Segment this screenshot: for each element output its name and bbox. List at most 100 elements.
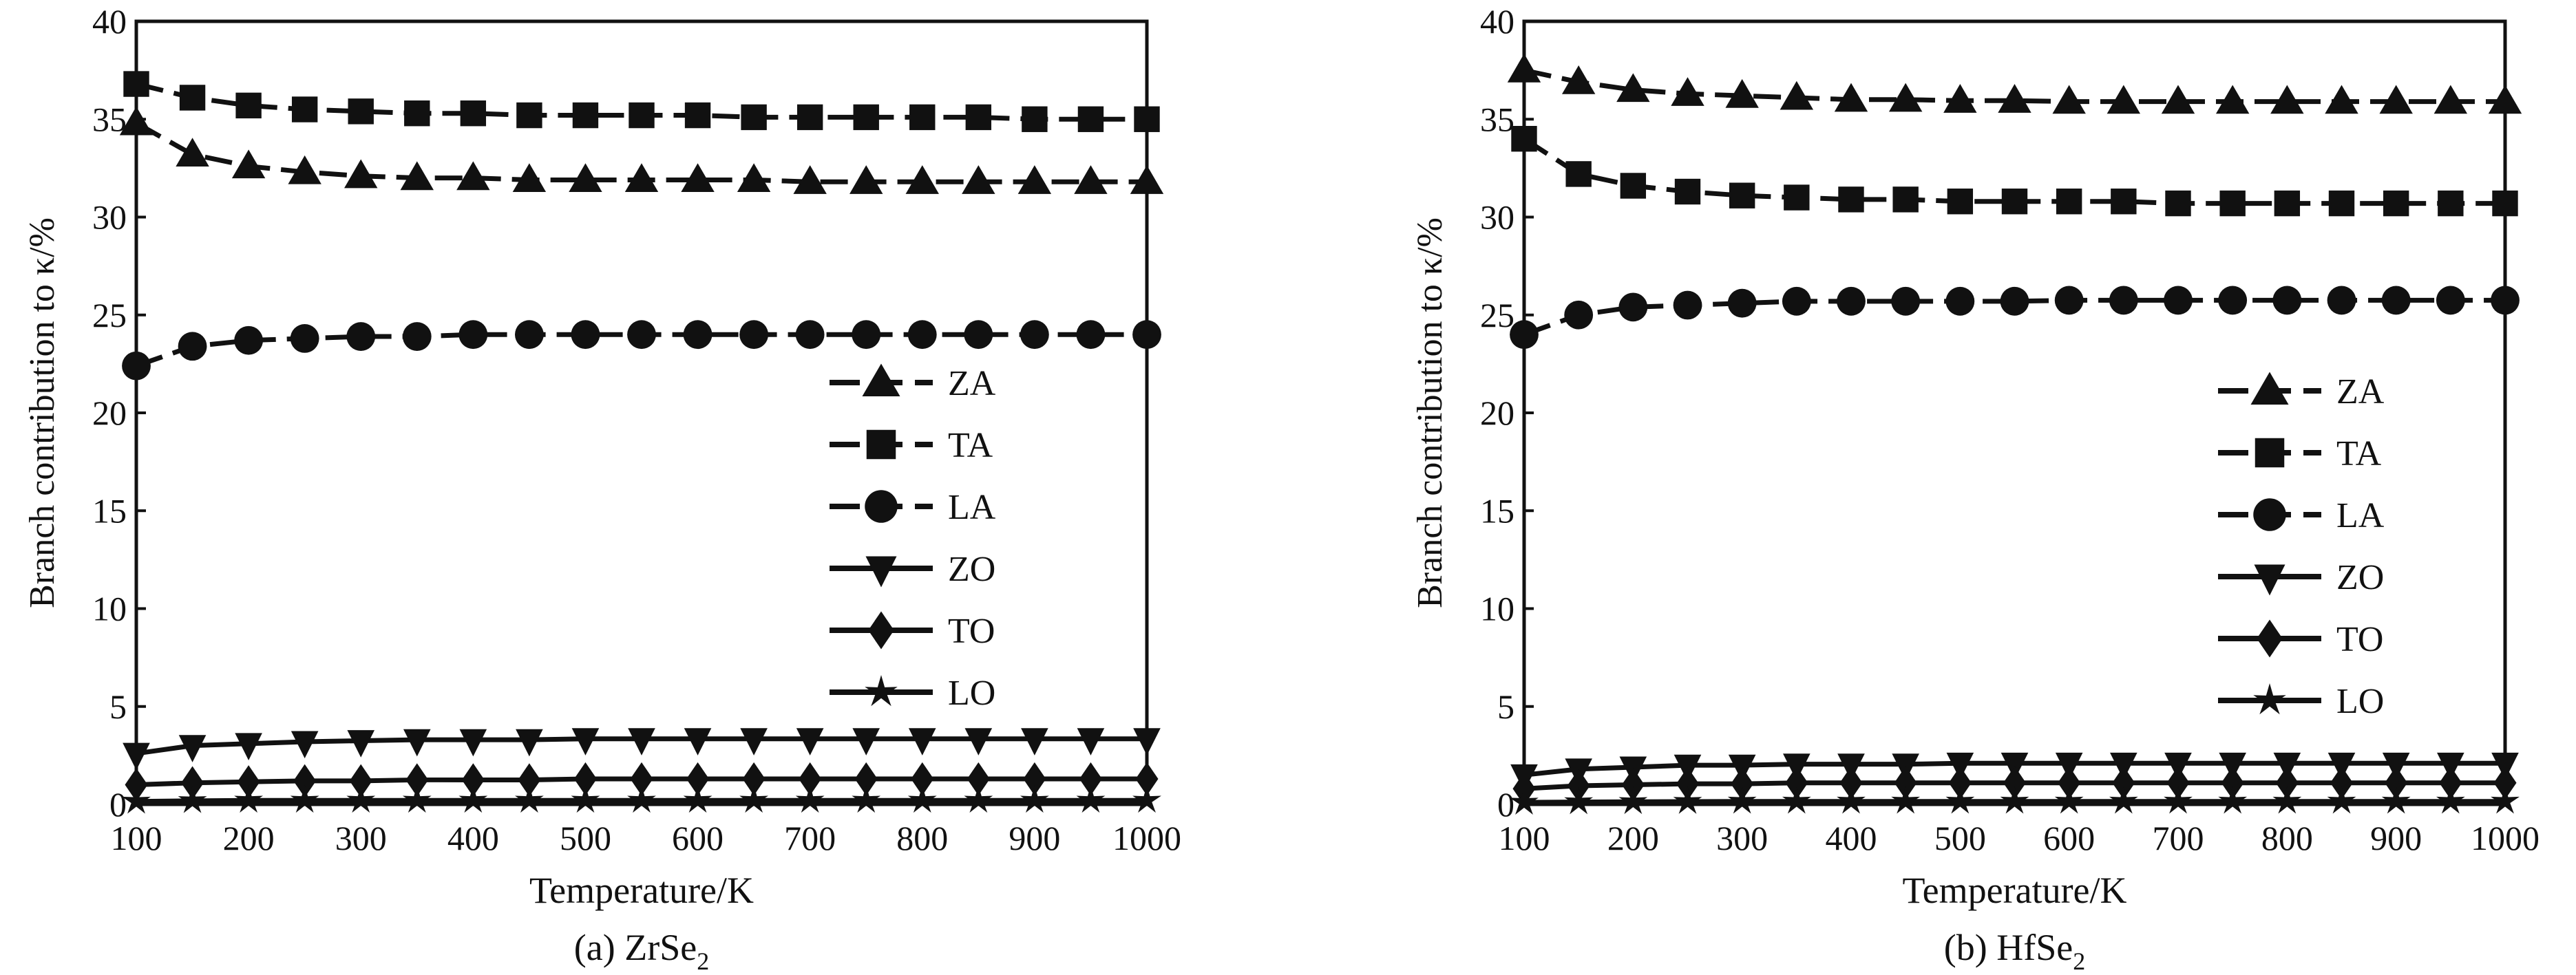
x-tick-label: 300: [335, 819, 387, 857]
legend-marker: [2253, 683, 2286, 715]
data-point: [402, 785, 432, 813]
data-point: [796, 104, 823, 131]
data-point: [1839, 766, 1863, 800]
y-tick-label: 15: [92, 491, 127, 530]
data-point: [964, 785, 993, 813]
data-point: [231, 149, 266, 179]
data-point: [1022, 106, 1048, 132]
data-point: [1079, 762, 1102, 796]
y-tick-label: 0: [1497, 785, 1514, 824]
series-LA: [1510, 286, 2520, 350]
data-point: [179, 85, 206, 111]
data-point: [1076, 320, 1106, 350]
data-point: [1837, 286, 1866, 316]
data-point: [2275, 766, 2299, 800]
data-point: [571, 320, 600, 350]
x-tick-label: 500: [1934, 819, 1986, 857]
data-point: [627, 320, 656, 350]
data-point: [346, 322, 376, 351]
data-point: [514, 320, 544, 350]
y-tick-label: 40: [1480, 2, 1514, 41]
data-point: [2221, 766, 2244, 800]
data-point: [737, 163, 771, 193]
data-point: [459, 729, 487, 757]
y-tick-label: 10: [1480, 590, 1514, 628]
data-point: [290, 785, 319, 813]
data-point: [1020, 320, 1049, 350]
data-point: [569, 163, 602, 193]
legend-label: ZA: [948, 364, 996, 403]
series-LO: [122, 785, 1161, 814]
y-tick-label: 15: [1480, 491, 1514, 530]
data-point: [1731, 767, 1754, 801]
series-ZA: [1507, 53, 2522, 114]
legend-item-TO: TO: [830, 611, 995, 651]
legend-marker: [2250, 372, 2289, 405]
chart-panel-2: 100 200 300 400 500 600 700 800 900 1000 0 5 10 15 20 2…: [1411, 2, 2540, 975]
chart-panel-1: 100 200 300 400 500 600 700 800 900 1000 0 5 10 15 20 2…: [23, 2, 1181, 975]
legend-item-TA: TA: [2218, 434, 2382, 473]
data-point: [1834, 83, 1868, 112]
data-point: [1780, 81, 1814, 110]
data-point: [630, 762, 653, 796]
series-LO: [1510, 786, 2520, 815]
data-point: [2381, 786, 2411, 814]
data-point: [2330, 766, 2353, 800]
data-point: [683, 320, 712, 350]
data-point: [176, 138, 209, 167]
series-TO: [125, 762, 1159, 802]
data-point: [1021, 728, 1048, 756]
x-tick-label: 1000: [1112, 819, 1181, 857]
data-point: [739, 320, 769, 350]
data-point: [684, 728, 712, 756]
data-point: [627, 785, 656, 813]
data-point: [962, 165, 995, 194]
data-point: [1676, 767, 1699, 801]
data-point: [629, 102, 655, 129]
data-point: [178, 785, 207, 813]
data-point: [2052, 85, 2086, 114]
x-tick-label: 200: [1607, 819, 1659, 857]
data-point: [624, 163, 659, 193]
data-point: [852, 728, 880, 756]
data-point: [1017, 165, 1052, 194]
data-point: [1892, 186, 1919, 213]
data-point: [1077, 728, 1105, 756]
data-point: [2270, 85, 2304, 114]
data-point: [1673, 290, 1702, 320]
legend-marker: [868, 611, 894, 650]
data-point: [1784, 184, 1810, 211]
data-point: [1674, 178, 1701, 205]
data-point: [905, 165, 939, 194]
data-point: [741, 104, 767, 131]
x-tick-label: 400: [1826, 819, 1877, 857]
data-point: [1998, 84, 2031, 113]
data-point: [909, 104, 936, 131]
y-tick-label: 40: [92, 2, 127, 41]
legend-label: LO: [2336, 682, 2384, 721]
legend-item-ZA: ZA: [830, 363, 996, 403]
legend-marker: [865, 556, 897, 588]
data-point: [237, 765, 260, 799]
data-point: [458, 785, 488, 813]
legend-label: LO: [948, 674, 995, 713]
data-point: [1947, 189, 1974, 215]
data-point: [1671, 77, 1704, 106]
data-point: [907, 320, 937, 350]
data-point: [458, 320, 488, 350]
data-point: [290, 323, 319, 353]
data-point: [516, 102, 542, 129]
data-point: [1074, 165, 1108, 194]
y-tick-label: 10: [92, 590, 127, 628]
data-point: [1076, 785, 1106, 813]
data-point: [2109, 786, 2138, 814]
series-TA: [123, 71, 1160, 132]
data-point: [2328, 190, 2355, 217]
data-point: [1894, 766, 1917, 800]
data-point: [347, 730, 375, 758]
legend-label: TO: [948, 612, 995, 651]
data-point: [1727, 786, 1757, 814]
data-point: [2436, 286, 2465, 315]
x-tick-label: 600: [2043, 819, 2095, 857]
